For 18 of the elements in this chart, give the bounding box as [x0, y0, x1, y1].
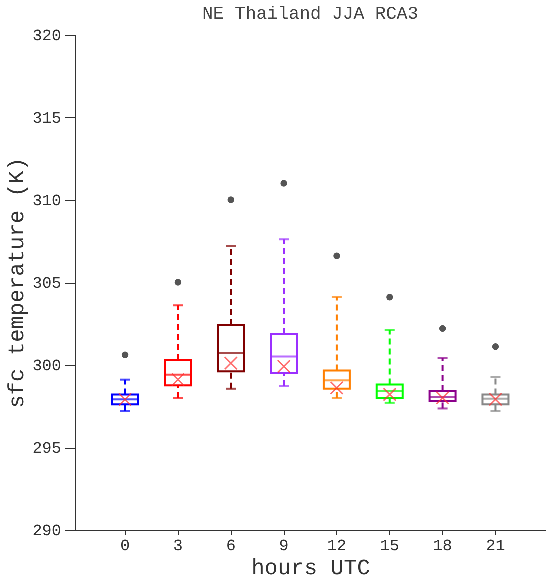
y-tick-label: 305 [32, 275, 62, 293]
x-tick-label: 18 [433, 538, 452, 556]
y-tick-label: 295 [32, 440, 62, 458]
y-tick-label: 290 [32, 522, 62, 540]
x-tick-label: 0 [120, 538, 130, 556]
y-tick-label: 315 [32, 110, 62, 128]
y-tick-label: 320 [32, 28, 62, 46]
x-tick-label: 3 [173, 538, 183, 556]
y-tick-label: 310 [32, 192, 62, 210]
y-axis-title: sfc temperature (K) [6, 158, 31, 408]
x-tick-label: 12 [327, 538, 347, 556]
x-tick-label: 21 [486, 538, 506, 556]
chart-title: NE Thailand JJA RCA3 [202, 5, 419, 25]
x-tick-label: 9 [279, 538, 289, 556]
x-axis-title: hours UTC [252, 556, 370, 582]
x-tick-label: 6 [226, 538, 236, 556]
y-tick-label: 300 [32, 358, 62, 376]
x-tick-label: 15 [380, 538, 400, 556]
